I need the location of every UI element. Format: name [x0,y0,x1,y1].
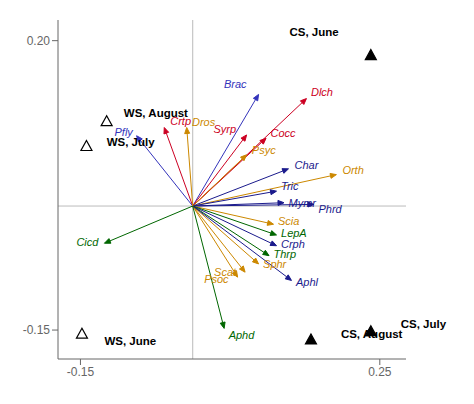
svg-text:Cocc: Cocc [271,127,297,139]
svg-text:Aphl: Aphl [295,276,319,288]
svg-text:-0.15: -0.15 [67,365,95,379]
svg-text:Crtp: Crtp [170,114,191,127]
svg-text:LepA: LepA [281,227,307,240]
svg-text:Crph: Crph [281,238,305,251]
svg-text:Pfly: Pfly [114,125,133,138]
svg-text:Dros: Dros [192,116,216,128]
svg-text:Phrd: Phrd [318,203,342,215]
svg-text:Psyc: Psyc [252,144,276,156]
svg-text:Syrp: Syrp [213,123,236,135]
svg-text:0.25: 0.25 [368,365,392,379]
svg-text:CS, June: CS, June [289,26,338,38]
svg-text:Cicd: Cicd [76,236,99,248]
svg-text:Brac: Brac [224,78,247,90]
svg-text:Orth: Orth [342,164,363,176]
svg-text:Psoc: Psoc [204,273,229,285]
svg-text:WS, June: WS, June [104,335,156,347]
svg-text:Dlch: Dlch [311,86,333,98]
svg-text:CS, August: CS, August [341,328,403,340]
svg-text:Mymr: Mymr [289,197,318,209]
svg-text:-0.15: -0.15 [23,323,51,337]
svg-text:Tric: Tric [281,180,299,192]
svg-text:WS, August: WS, August [124,107,188,119]
svg-text:Sphr: Sphr [263,258,288,270]
svg-text:CS, July: CS, July [401,318,447,330]
svg-text:Aphd: Aphd [228,329,256,341]
svg-text:Scia: Scia [278,215,299,227]
svg-text:0.20: 0.20 [27,34,51,48]
svg-text:Thrp: Thrp [273,248,297,260]
svg-text:WS, July: WS, July [107,136,156,148]
svg-text:Char: Char [294,159,319,171]
